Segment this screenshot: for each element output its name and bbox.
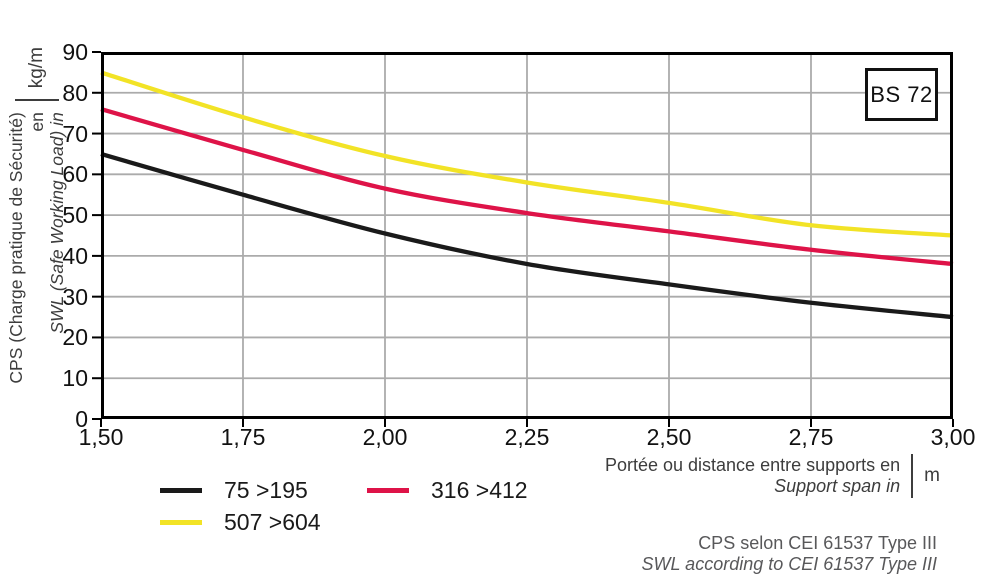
x-tick-label: 1,75 bbox=[220, 424, 266, 450]
x-tick-label: 2,50 bbox=[646, 424, 692, 450]
plot-frame bbox=[101, 52, 953, 419]
legend-item-series-3: 507 >604 bbox=[160, 509, 321, 535]
x-tick-label: 3,00 bbox=[930, 424, 976, 450]
y-tick-label: 70 bbox=[62, 120, 88, 147]
y-tick-label: 50 bbox=[62, 202, 88, 229]
plot-svg bbox=[92, 51, 954, 427]
footnote-en: SWL according to CEI 61537 Type III bbox=[641, 553, 938, 574]
footnote: CPS selon CEI 61537 Type III SWL accordi… bbox=[642, 533, 938, 574]
x-tick-label: 1,50 bbox=[78, 424, 124, 450]
standard-badge: BS 72 bbox=[865, 68, 938, 121]
x-tick-label: 2,00 bbox=[362, 424, 408, 450]
y-tick-label: 20 bbox=[62, 324, 88, 351]
legend-item-series-1: 75 >195 bbox=[160, 477, 308, 503]
x-axis-unit: m bbox=[924, 465, 940, 486]
x-tick-label: 2,25 bbox=[504, 424, 550, 450]
legend-label-series-1: 75 >195 bbox=[224, 476, 308, 503]
x-axis-title-fr: Portée ou distance entre supports en bbox=[604, 455, 901, 476]
footnote-fr: CPS selon CEI 61537 Type III bbox=[698, 533, 937, 553]
legend-item-series-2: 316 >412 bbox=[367, 477, 528, 503]
series-curve-0 bbox=[100, 151, 954, 320]
x-axis-title-en: Support span in bbox=[774, 476, 901, 496]
y-tick-label: 60 bbox=[62, 161, 88, 188]
series-curve-1 bbox=[100, 107, 954, 267]
legend-swatch-red bbox=[367, 487, 409, 493]
legend-swatch-yellow bbox=[160, 519, 202, 525]
x-axis-title: Portée ou distance entre supports en Sup… bbox=[605, 454, 940, 498]
y-tick-label: 40 bbox=[62, 242, 88, 269]
x-axis-unit-divider bbox=[911, 454, 914, 498]
legend-label-series-2: 316 >412 bbox=[431, 476, 528, 503]
y-tick-label: 0 bbox=[75, 406, 88, 432]
x-tick-label: 2,75 bbox=[788, 424, 834, 450]
y-tick-label: 30 bbox=[62, 283, 88, 310]
y-tick-label: 10 bbox=[62, 365, 88, 392]
legend-swatch-black bbox=[160, 487, 202, 493]
series-curve-2 bbox=[100, 70, 954, 238]
x-axis-title-lines: Portée ou distance entre supports en Sup… bbox=[605, 455, 900, 496]
y-tick-label: 90 bbox=[62, 39, 88, 65]
y-tick-label: 80 bbox=[62, 79, 88, 106]
legend-label-series-3: 507 >604 bbox=[224, 508, 321, 535]
